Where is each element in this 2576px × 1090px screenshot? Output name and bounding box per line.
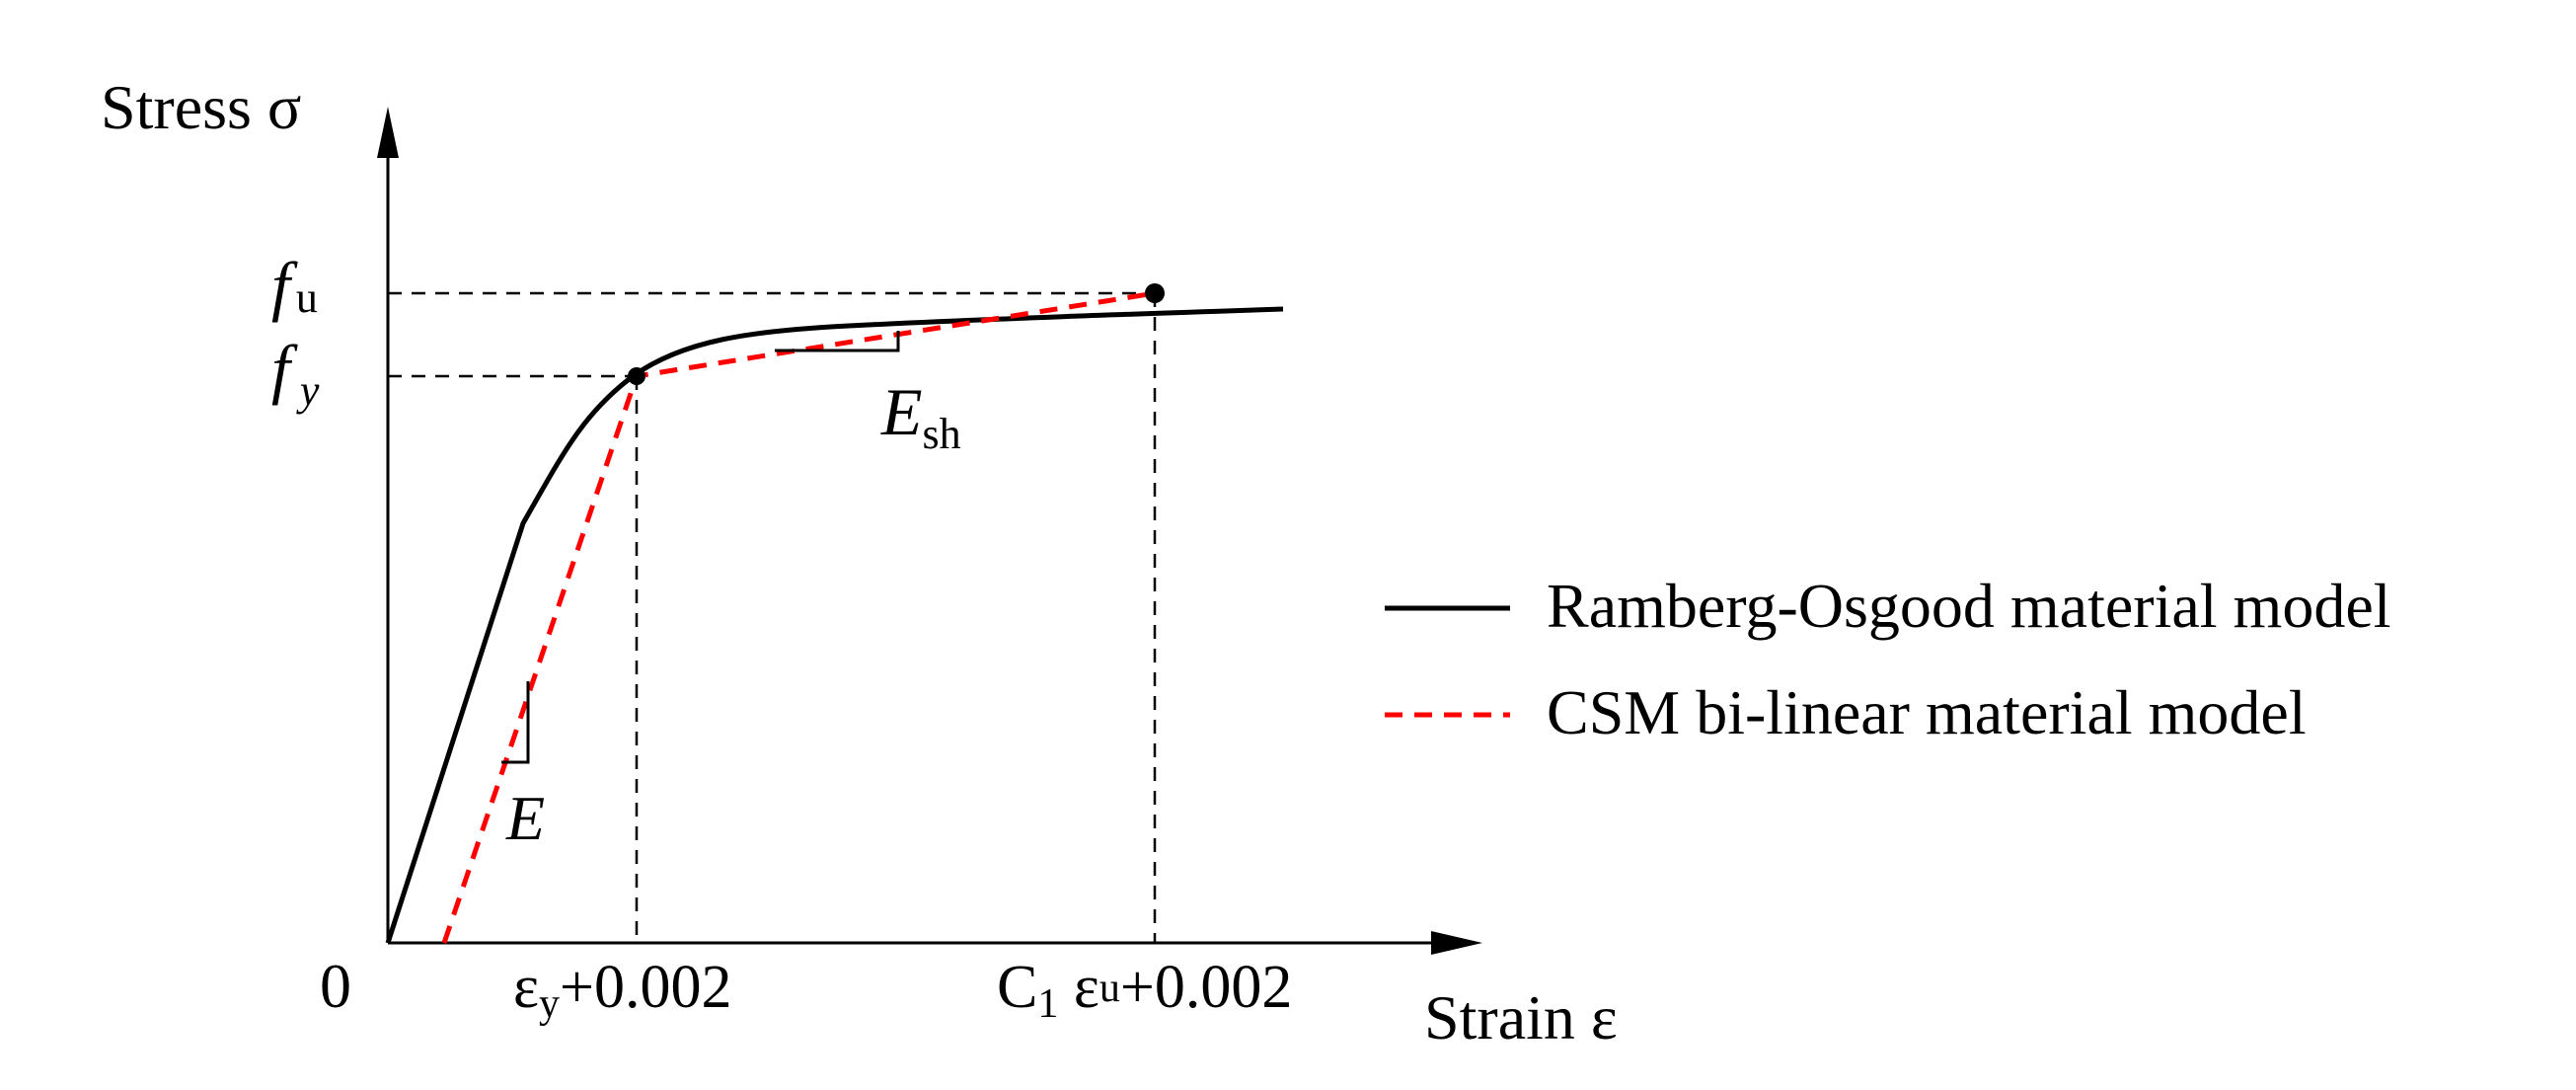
csm-bilinear-curve bbox=[441, 290, 1156, 944]
yield-point-marker bbox=[628, 367, 645, 385]
origin-label: 0 bbox=[320, 951, 351, 1021]
eps-y-label: εy+0.002 bbox=[513, 954, 732, 1027]
ramberg-osgood-curve bbox=[385, 306, 1284, 944]
elastic-modulus-label: E bbox=[505, 783, 545, 853]
y-axis-arrow-icon bbox=[377, 107, 399, 158]
ultimate-point-marker bbox=[1145, 283, 1165, 303]
hardening-slope-triangle bbox=[775, 331, 900, 352]
legend-label-ramberg-osgood: Ramberg-Osgood material model bbox=[1547, 571, 2391, 641]
eps-u-label: C1 εu+0.002 bbox=[997, 954, 1292, 1027]
hardening-modulus-label: Esh bbox=[880, 374, 961, 458]
x-axis-arrow-icon bbox=[1431, 931, 1482, 955]
elastic-slope-triangle bbox=[501, 681, 530, 764]
y-axis-label: Stress σ bbox=[101, 72, 301, 142]
legend-label-csm-bilinear: CSM bi-linear material model bbox=[1547, 677, 2307, 747]
legend: Ramberg-Osgood material model CSM bi-lin… bbox=[1385, 571, 2391, 747]
x-axis-label: Strain ε bbox=[1424, 982, 1618, 1052]
